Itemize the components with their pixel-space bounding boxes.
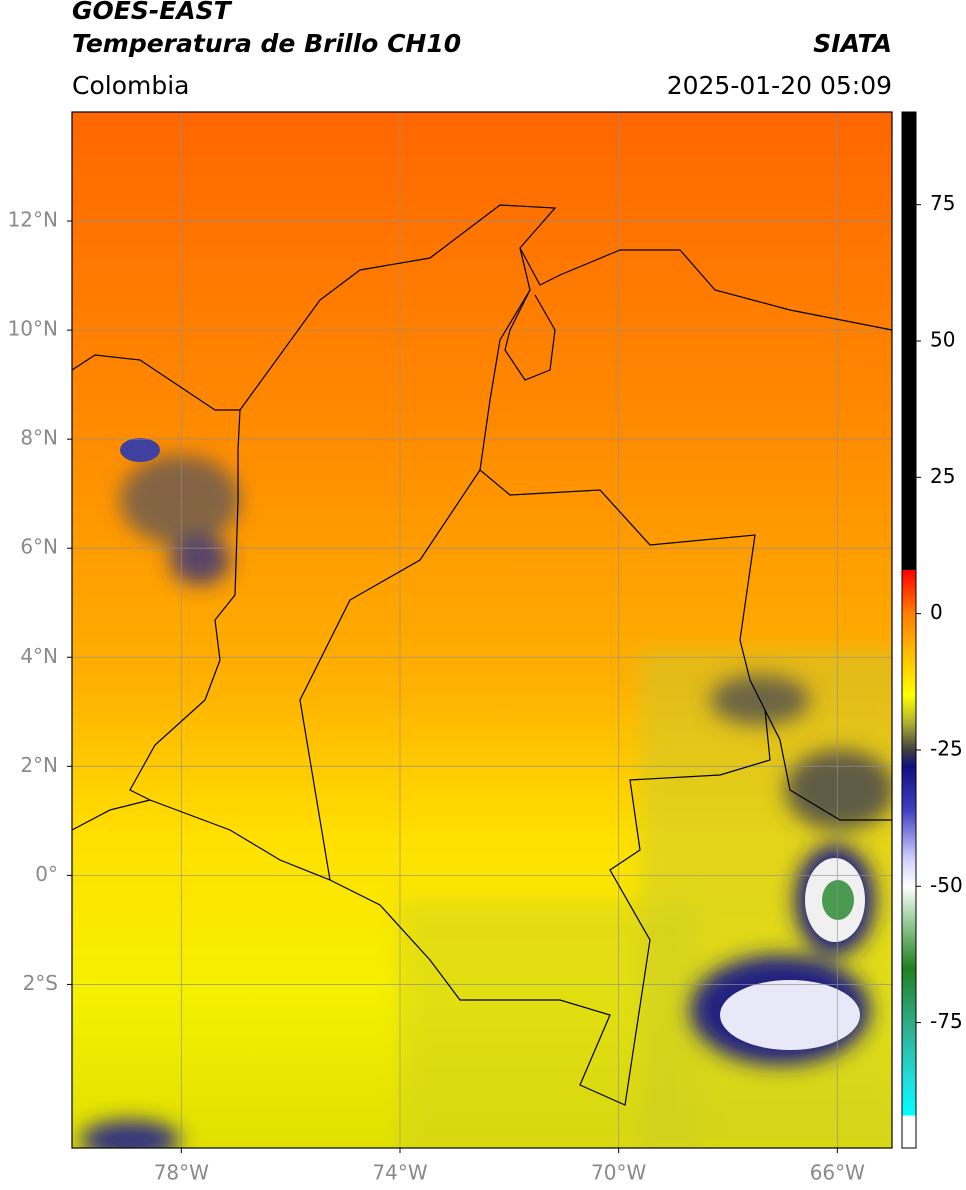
y-tick-label: 0° [35,862,58,886]
internal-borders [299,469,481,881]
map-image [72,112,892,1148]
y-tick-label: 2°N [20,753,58,777]
colorbar-tick-label: 25 [930,464,955,488]
x-tick-label: 74°W [372,1161,427,1185]
colorbar: 75 50 25 0 -25 -50 -75 [901,111,963,1149]
timestamp: 2025-01-20 05:09 [667,71,892,100]
x-tick-label: 78°W [154,1161,209,1185]
panama [71,354,240,411]
colorbar-tick-label: -75 [930,1009,963,1033]
y-tick-label: 4°N [20,644,58,668]
colorbar-tick-label: -50 [930,873,963,897]
colorbar-tick-label: 75 [930,191,955,215]
y-tick-label: 2°S [23,971,58,995]
y-tick-label: 10°N [8,317,58,341]
region: Colombia [72,71,189,100]
venezuela-coast [519,247,893,331]
x-tick-label: 70°W [591,1161,646,1185]
y-tick-label: 8°N [20,426,58,450]
x-tick-label: 66°W [810,1161,865,1185]
maracaibo [504,289,556,381]
y-tick-label: 12°N [8,208,58,232]
colorbar-tick-label: 50 [930,328,955,352]
map-frame [71,111,893,1149]
colorbar-tick-label: -25 [930,736,963,760]
colorbar-fill [901,111,917,1149]
brazil-border [764,709,892,821]
coastlines-borders [71,204,893,1106]
ecuador-peru [71,799,151,831]
y-tick-label: 6°N [20,535,58,559]
graticule [72,112,892,1148]
title: GOES-EAST [72,0,233,25]
colombia-border [129,204,771,1106]
source: SIATA [813,29,892,58]
colorbar-tick-label: 0 [930,600,943,624]
subtitle: Temperatura de Brillo CH10 [72,29,461,58]
